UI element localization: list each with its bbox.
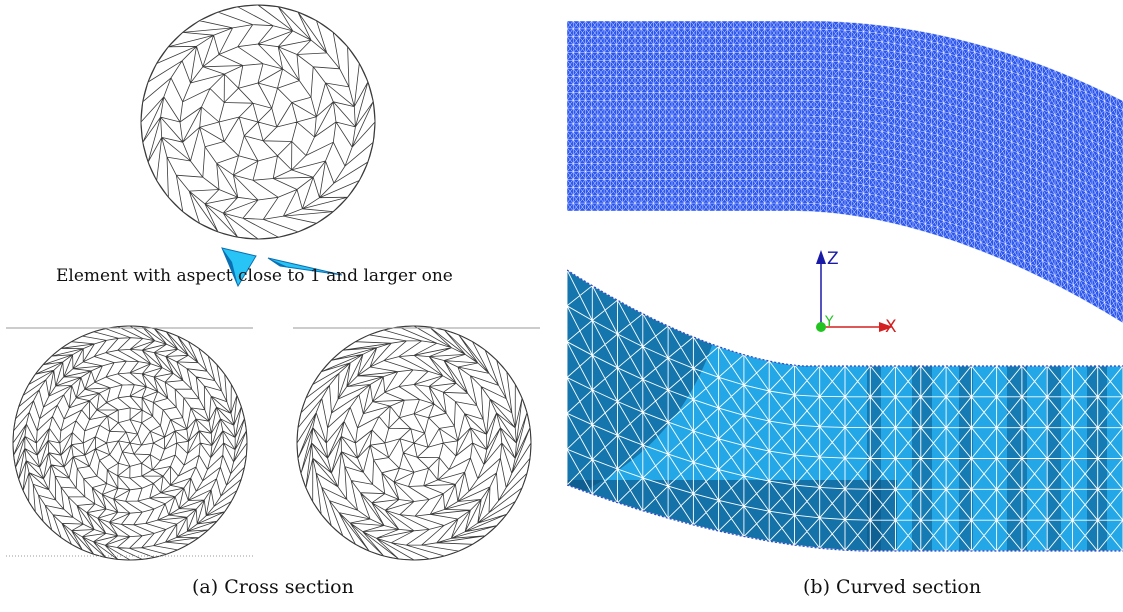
lower-band-mesh bbox=[567, 270, 1123, 551]
lower-band-edges bbox=[567, 270, 1123, 551]
axis-z-arrow bbox=[816, 250, 826, 264]
caption-cross-section: (a) Cross section bbox=[192, 576, 354, 598]
cross-section-mesh-left bbox=[12, 325, 248, 561]
lower-band-stripe bbox=[1007, 360, 1027, 551]
element-note: Element with aspect close to 1 and large… bbox=[56, 266, 453, 286]
caption-curved-section: (b) Curved section bbox=[803, 576, 982, 598]
axis-z-label: Z bbox=[827, 249, 839, 269]
mesh-right-outline bbox=[296, 325, 532, 561]
axis-y-label: Y bbox=[824, 314, 834, 330]
upper-band-edges bbox=[567, 21, 1123, 323]
element-shapes bbox=[221, 247, 343, 288]
axis-origin bbox=[816, 322, 826, 332]
mesh-left-outline bbox=[12, 325, 248, 561]
axis-x-label: X bbox=[885, 317, 897, 337]
lower-band-stripe bbox=[912, 360, 932, 551]
element-aspect-one-side bbox=[222, 248, 238, 286]
axis-triad: Z X Y bbox=[816, 249, 897, 337]
mesh-left-edges bbox=[12, 325, 248, 561]
panel-curved-section: Z X Y (b) Curved section bbox=[567, 0, 1123, 612]
mesh-top-edges bbox=[140, 4, 376, 240]
lower-band-top-edge bbox=[567, 269, 1123, 367]
curved-section-figure: Z X Y bbox=[567, 21, 1123, 552]
upper-band-mesh bbox=[567, 21, 1123, 323]
element-aspect-large-side bbox=[268, 258, 290, 268]
cross-section-mesh-right bbox=[296, 325, 532, 561]
axis-x-arrow bbox=[879, 322, 893, 332]
lower-band bbox=[567, 269, 1123, 552]
mesh-top-outline bbox=[140, 4, 376, 240]
cross-section-figure bbox=[6, 4, 540, 561]
lower-band-stripe bbox=[1047, 360, 1061, 551]
cross-section-mesh-top bbox=[140, 4, 376, 240]
upper-band bbox=[567, 21, 1123, 323]
lower-band-stripe bbox=[1087, 360, 1107, 551]
mesh-right-edges bbox=[296, 325, 532, 561]
lower-band-bottom-edge bbox=[567, 484, 1123, 552]
panel-cross-section: Element with aspect close to 1 and large… bbox=[0, 0, 545, 612]
